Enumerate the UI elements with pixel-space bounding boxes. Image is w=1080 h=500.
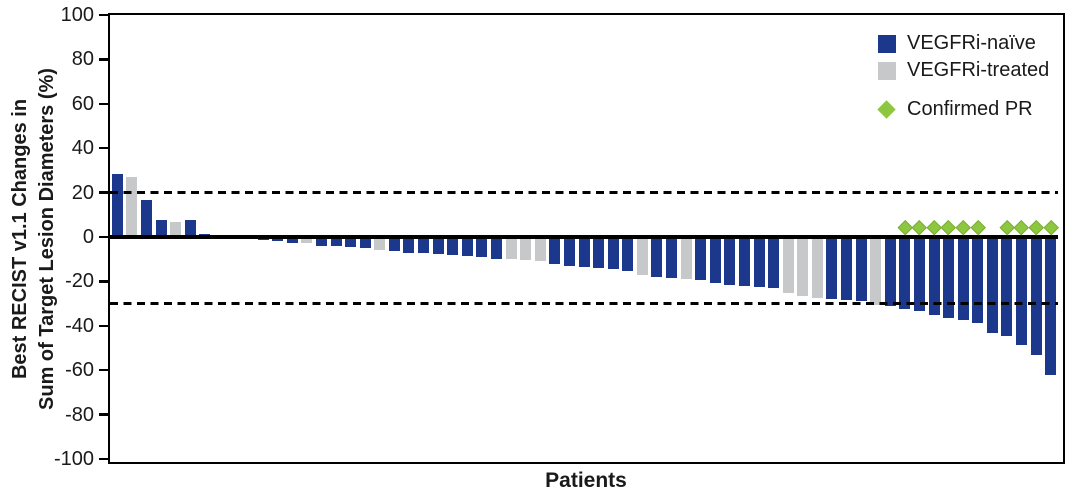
patient-bar-vegfri-naive: [943, 237, 955, 318]
dashed-reference-line--30: [110, 302, 1058, 305]
patient-bar-vegfri-naive: [826, 237, 838, 300]
patient-bar-vegfri-treated: [782, 237, 794, 293]
zero-baseline: [110, 235, 1058, 239]
patient-bar-vegfri-naive: [388, 237, 400, 252]
patient-bar-vegfri-naive: [1001, 237, 1013, 336]
patient-bar-vegfri-naive: [753, 237, 765, 287]
y-tick-label: 40: [71, 137, 94, 160]
patient-bar-vegfri-naive: [724, 237, 736, 285]
y-tick-mark: [99, 457, 110, 461]
legend-item-confirmed-pr: Confirmed PR: [877, 96, 1049, 123]
plot-border: [107, 12, 1065, 464]
patient-bar-vegfri-naive: [418, 237, 430, 253]
patient-bar-vegfri-naive: [622, 237, 634, 272]
y-tick-label: 100: [60, 4, 94, 26]
patient-bar-vegfri-naive: [1016, 237, 1028, 345]
patient-bar-vegfri-naive: [563, 237, 575, 266]
patient-bar-vegfri-naive: [666, 237, 678, 279]
legend-label: Confirmed PR: [907, 98, 1033, 120]
y-tick-label: -20: [65, 270, 94, 293]
patient-bar-vegfri-naive: [899, 237, 911, 310]
patient-bar-vegfri-naive: [286, 237, 298, 243]
patient-bar-vegfri-naive: [476, 237, 488, 257]
patient-bar-vegfri-treated: [870, 237, 882, 305]
vegfri-treated-swatch-icon: [878, 61, 896, 80]
patient-bar-vegfri-naive: [738, 237, 750, 286]
y-tick-label: -100: [53, 448, 94, 470]
patient-bar-vegfri-naive: [986, 237, 998, 333]
patient-bar-vegfri-naive: [578, 237, 590, 267]
patient-bar-vegfri-treated: [797, 237, 809, 296]
patient-bar-vegfri-naive: [491, 237, 503, 260]
y-tick-label: 20: [71, 181, 94, 204]
patient-bar-vegfri-naive: [549, 237, 561, 264]
vegfri-naive-swatch-icon: [878, 34, 896, 53]
y-tick-mark: [99, 13, 110, 17]
patient-bar-vegfri-treated: [170, 221, 182, 237]
patient-bar-vegfri-naive: [928, 237, 940, 315]
patient-bar-vegfri-treated: [374, 237, 386, 251]
y-tick-mark: [99, 368, 110, 372]
patient-bar-vegfri-naive: [957, 237, 969, 321]
patient-bar-vegfri-treated: [301, 237, 313, 243]
y-tick-mark: [99, 102, 110, 106]
patient-bar-vegfri-naive: [330, 237, 342, 246]
y-tick-mark: [99, 235, 110, 239]
patient-bar-vegfri-naive: [768, 237, 780, 289]
patient-bar-vegfri-naive: [447, 237, 459, 255]
y-tick-mark: [99, 413, 110, 416]
patient-bar-vegfri-naive: [432, 237, 444, 254]
patient-bar-vegfri-naive: [841, 237, 853, 301]
patient-bar-vegfri-treated: [505, 237, 517, 260]
y-tick-label: -80: [65, 403, 94, 426]
patient-bar-vegfri-naive: [913, 237, 925, 312]
legend-item-vegfri-treated: VEGFRi-treated: [878, 57, 1049, 84]
patient-bar-vegfri-naive: [155, 220, 167, 238]
dashed-reference-line-20: [110, 191, 1058, 194]
x-axis-title: Patients: [545, 469, 627, 492]
legend: VEGFRi-naïve VEGFRi-treated Confirmed PR: [877, 30, 1049, 123]
patient-bar-vegfri-naive: [695, 237, 707, 281]
patient-bar-vegfri-treated: [534, 237, 546, 262]
patient-bar-vegfri-treated: [680, 237, 692, 280]
patient-bar-vegfri-naive: [315, 237, 327, 246]
patient-bar-vegfri-treated: [811, 237, 823, 298]
confirmed-pr-diamond-icon: [877, 100, 896, 119]
patient-bar-vegfri-naive: [272, 237, 284, 242]
patient-bar-vegfri-naive: [607, 237, 619, 270]
patient-bar-vegfri-naive: [359, 237, 371, 249]
patient-bar-vegfri-naive: [111, 173, 123, 237]
legend-item-vegfri-naive: VEGFRi-naïve: [878, 30, 1049, 57]
patient-bar-vegfri-naive: [855, 237, 867, 302]
legend-label: VEGFRi-naïve: [907, 32, 1036, 54]
legend-label: VEGFRi-treated: [907, 59, 1050, 81]
patient-bar-vegfri-treated: [520, 237, 532, 261]
y-tick-mark: [99, 191, 110, 194]
patient-bar-vegfri-naive: [651, 237, 663, 277]
patient-bar-vegfri-naive: [403, 237, 415, 253]
patient-bar-vegfri-treated: [126, 177, 138, 237]
y-tick-label: 0: [82, 226, 94, 248]
patient-bar-vegfri-naive: [461, 237, 473, 256]
y-tick-label: -40: [65, 314, 94, 337]
y-tick-mark: [99, 324, 110, 328]
y-tick-label: 60: [71, 92, 94, 115]
y-tick-label: -60: [65, 359, 94, 382]
patient-bar-vegfri-naive: [972, 237, 984, 323]
patient-bar-vegfri-naive: [709, 237, 721, 283]
patient-bar-vegfri-naive: [884, 237, 896, 306]
y-tick-label: 80: [71, 48, 94, 71]
patient-bar-vegfri-treated: [636, 237, 648, 275]
y-tick-mark: [99, 280, 110, 283]
patient-bar-vegfri-naive: [1030, 237, 1042, 355]
y-tick-mark: [99, 58, 110, 61]
y-tick-mark: [99, 146, 110, 150]
patient-bar-vegfri-naive: [140, 200, 152, 237]
patient-bar-vegfri-naive: [345, 237, 357, 247]
patient-bar-vegfri-naive: [593, 237, 605, 269]
patient-bar-vegfri-naive: [1045, 237, 1057, 375]
patient-bar-vegfri-naive: [184, 220, 196, 238]
